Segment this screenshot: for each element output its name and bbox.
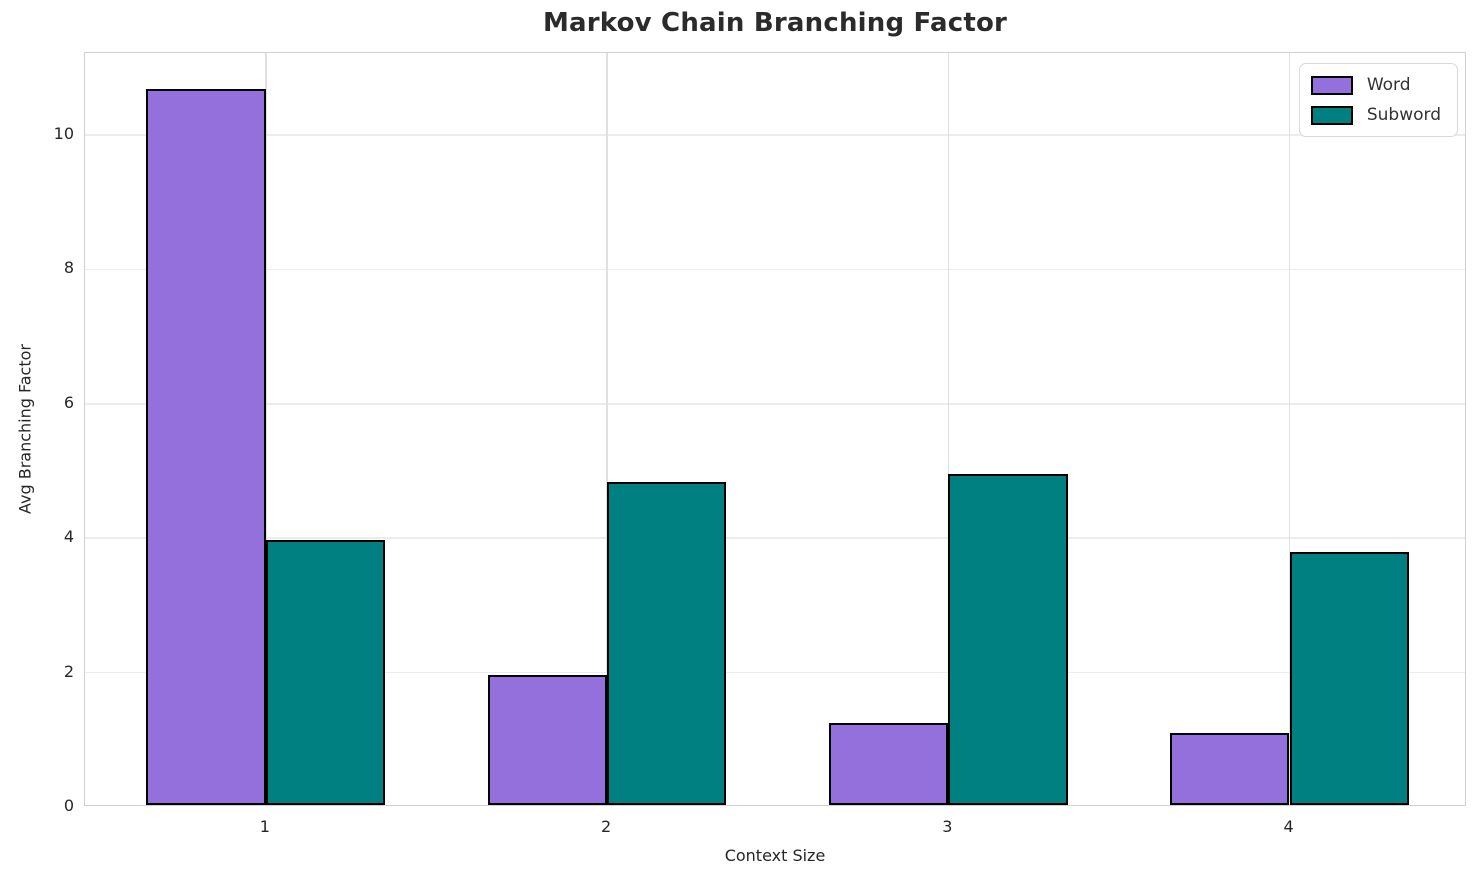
bar-subword-3 <box>948 474 1068 805</box>
h-gridline-6 <box>85 403 1465 405</box>
h-gridline-2 <box>85 671 1465 674</box>
bar-subword-1 <box>265 539 386 805</box>
bar-subword-2 <box>607 481 727 805</box>
legend-row-word: Word <box>1310 74 1441 96</box>
legend-swatch-word <box>1310 75 1353 95</box>
y-tick-label-0: 0 <box>63 796 74 815</box>
h-gridline-4 <box>85 537 1465 539</box>
bar-word-2 <box>487 675 608 805</box>
y-tick-label-6: 6 <box>63 392 74 412</box>
h-gridline-8 <box>85 268 1465 271</box>
legend-label-subword: Subword <box>1366 105 1441 125</box>
x-tick-label-1: 1 <box>259 817 270 836</box>
h-gridline-10 <box>85 134 1465 136</box>
bar-subword-4 <box>1289 552 1409 805</box>
legend-row-subword: Subword <box>1310 104 1441 126</box>
y-tick-label-10: 10 <box>53 123 74 143</box>
y-tick-label-2: 2 <box>63 661 74 681</box>
bar-word-4 <box>1170 733 1290 805</box>
x-tick-label-3: 3 <box>942 817 953 836</box>
y-axis-label: Avg Branching Factor <box>15 344 35 514</box>
legend-swatch-subword <box>1310 105 1353 125</box>
v-gridline-2 <box>606 53 608 805</box>
v-gridline-4 <box>1288 53 1291 805</box>
bar-word-1 <box>146 89 266 805</box>
v-gridline-3 <box>947 53 950 805</box>
v-gridline-1 <box>265 53 267 805</box>
y-tick-label-4: 4 <box>63 527 74 547</box>
legend-label-word: Word <box>1366 75 1411 95</box>
legend: Word Subword <box>1298 63 1458 137</box>
bar-word-3 <box>828 723 949 805</box>
chart-title: Markov Chain Branching Factor <box>542 8 1008 38</box>
x-tick-label-2: 2 <box>600 817 612 836</box>
x-axis-label: Context Size <box>724 846 826 865</box>
plot-area: Word Subword <box>84 52 1466 806</box>
x-tick-label-4: 4 <box>1283 817 1294 836</box>
y-tick-label-8: 8 <box>63 258 74 278</box>
